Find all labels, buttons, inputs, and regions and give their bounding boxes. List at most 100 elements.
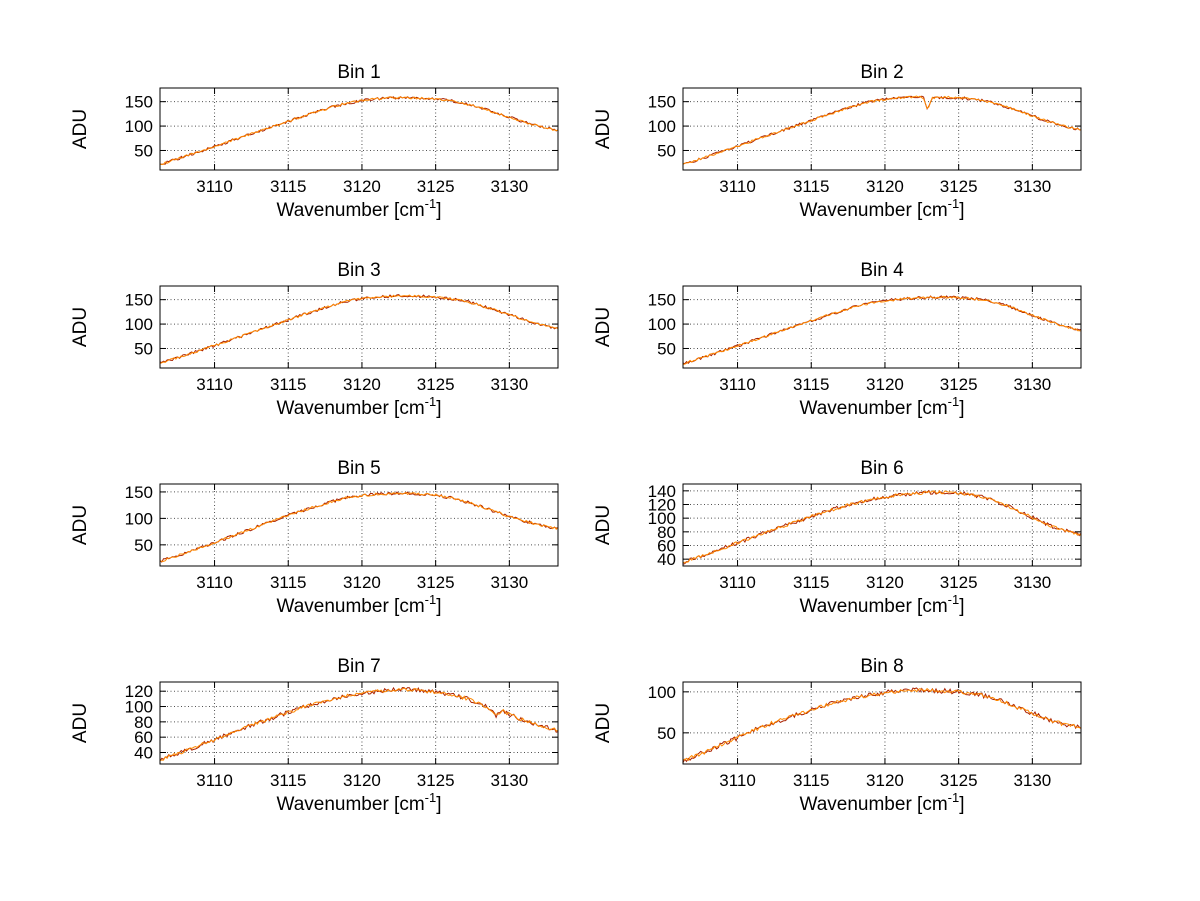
- x-tick-label: 3110: [196, 573, 233, 592]
- y-axis-label: ADU: [593, 703, 614, 743]
- plot-title: Bin 6: [860, 458, 903, 479]
- x-tick-label: 3115: [793, 177, 830, 196]
- tick-marks: [683, 682, 1081, 764]
- subplot-bin-3: 3110 3115 3120 3125 3130 50 100 150 Bin 3 ADU Wave…: [50, 260, 570, 440]
- tick-marks: [160, 484, 558, 566]
- spectrum-trace-orange: [683, 95, 1081, 165]
- bin-plot-svg: 3110 3115 3120 3125 3130 50 100 Bin 8 ADU Wavenum…: [593, 656, 1082, 815]
- y-tick-label: 100: [648, 683, 676, 702]
- spectrum-trace-orange: [683, 489, 1081, 564]
- tick-marks: [683, 484, 1081, 566]
- x-tick-label: 3125: [940, 375, 978, 394]
- spectrum-traces: [160, 686, 558, 762]
- x-axis-label: Wavenumber [cm-1]: [799, 196, 964, 221]
- spectrum-traces: [160, 96, 558, 166]
- y-tick-label: 50: [657, 141, 676, 160]
- x-tick-label: 3120: [343, 177, 381, 196]
- y-axis-label: ADU: [70, 703, 91, 743]
- y-axis-label: ADU: [70, 109, 91, 149]
- y-axis-label: ADU: [593, 109, 614, 149]
- subplot-bin-5: 3110 3115 3120 3125 3130 50 100 150 Bin 5 ADU Wave…: [50, 458, 570, 638]
- x-tick-label: 3130: [1013, 177, 1051, 196]
- bin-plot-svg: 3110 3115 3120 3125 3130 50 100 150 Bin 2 ADU Wave…: [593, 62, 1082, 221]
- x-tick-label: 3125: [940, 177, 978, 196]
- spectrum-traces: [683, 489, 1081, 565]
- y-tick-label: 40: [134, 744, 153, 763]
- x-tick-label: 3120: [343, 771, 381, 790]
- plot-title: Bin 2: [860, 62, 903, 83]
- axes-box: [682, 483, 1082, 567]
- spectrum-trace-red: [160, 686, 558, 762]
- bin-plot-svg: 3110 3115 3120 3125 3130 50 100 150 Bin 4 ADU Wave…: [593, 260, 1082, 419]
- x-axis-label: Wavenumber [cm-1]: [276, 592, 441, 617]
- spectrum-trace-orange: [160, 491, 558, 562]
- y-axis-label: ADU: [593, 307, 614, 347]
- x-tick-label: 3125: [417, 177, 455, 196]
- x-axis-label: Wavenumber [cm-1]: [276, 196, 441, 221]
- y-tick-label: 150: [125, 291, 153, 310]
- plot-title: Bin 3: [337, 260, 380, 281]
- y-axis-label: ADU: [593, 505, 614, 545]
- x-tick-label: 3120: [866, 375, 904, 394]
- x-tick-label: 3130: [490, 573, 528, 592]
- plot-title: Bin 5: [337, 458, 380, 479]
- x-tick-label: 3120: [343, 573, 381, 592]
- spectrum-trace-red: [683, 295, 1081, 365]
- spectrum-traces: [683, 295, 1081, 365]
- x-tick-label: 3125: [417, 573, 455, 592]
- y-axis-label: ADU: [70, 505, 91, 545]
- y-tick-label: 100: [125, 315, 153, 334]
- y-tick-label: 40: [657, 550, 676, 569]
- y-tick-label: 50: [134, 339, 153, 358]
- x-tick-label: 3130: [490, 771, 528, 790]
- x-tick-label: 3120: [866, 177, 904, 196]
- x-tick-label: 3120: [866, 573, 904, 592]
- x-tick-label: 3115: [793, 771, 830, 790]
- y-tick-label: 50: [657, 724, 676, 743]
- x-axis-label: Wavenumber [cm-1]: [276, 394, 441, 419]
- axes-box: [159, 681, 559, 765]
- y-axis-label: ADU: [70, 307, 91, 347]
- spectrum-trace-orange: [160, 96, 558, 166]
- y-tick-label: 80: [657, 523, 676, 542]
- x-tick-label: 3115: [793, 573, 830, 592]
- plot-title: Bin 1: [337, 62, 380, 83]
- y-tick-label: 120: [125, 682, 153, 701]
- plot-title: Bin 4: [860, 260, 904, 281]
- x-tick-label: 3125: [417, 375, 455, 394]
- plot-title: Bin 7: [337, 656, 380, 677]
- x-tick-label: 3110: [196, 771, 233, 790]
- axes-box: [682, 285, 1082, 369]
- axes-box: [682, 87, 1082, 171]
- y-tick-label: 60: [134, 728, 153, 747]
- axes-box: [159, 285, 559, 369]
- plot-title: Bin 8: [860, 656, 903, 677]
- subplot-bin-6: 3110 3115 3120 3125 3130 40 60 80 100 120 140 Bin 6…: [573, 458, 1093, 638]
- x-tick-label: 3115: [270, 177, 307, 196]
- x-tick-label: 3110: [196, 177, 233, 196]
- y-tick-label: 100: [648, 509, 676, 528]
- spectrum-trace-orange: [683, 687, 1081, 762]
- spectrum-trace-orange: [160, 687, 558, 761]
- y-tick-label: 150: [125, 483, 153, 502]
- x-tick-label: 3110: [719, 771, 756, 790]
- y-tick-label: 50: [134, 141, 153, 160]
- y-tick-label: 50: [657, 339, 676, 358]
- y-tick-label: 120: [648, 496, 676, 515]
- x-tick-label: 3115: [270, 771, 307, 790]
- x-tick-label: 3125: [417, 771, 455, 790]
- y-tick-label: 150: [125, 93, 153, 112]
- x-axis-label: Wavenumber [cm-1]: [799, 394, 964, 419]
- tick-marks: [683, 286, 1081, 368]
- x-tick-label: 3125: [940, 573, 978, 592]
- spectrum-trace-red: [160, 294, 558, 363]
- y-tick-label: 140: [648, 482, 676, 501]
- x-tick-label: 3120: [866, 771, 904, 790]
- spectrum-traces: [683, 95, 1081, 165]
- bin-plot-svg: 3110 3115 3120 3125 3130 50 100 150 Bin 5 ADU Wave…: [70, 458, 559, 617]
- bin-plot-svg: 3110 3115 3120 3125 3130 50 100 150 Bin 1 ADU Wave…: [70, 62, 559, 221]
- y-tick-label: 100: [648, 117, 676, 136]
